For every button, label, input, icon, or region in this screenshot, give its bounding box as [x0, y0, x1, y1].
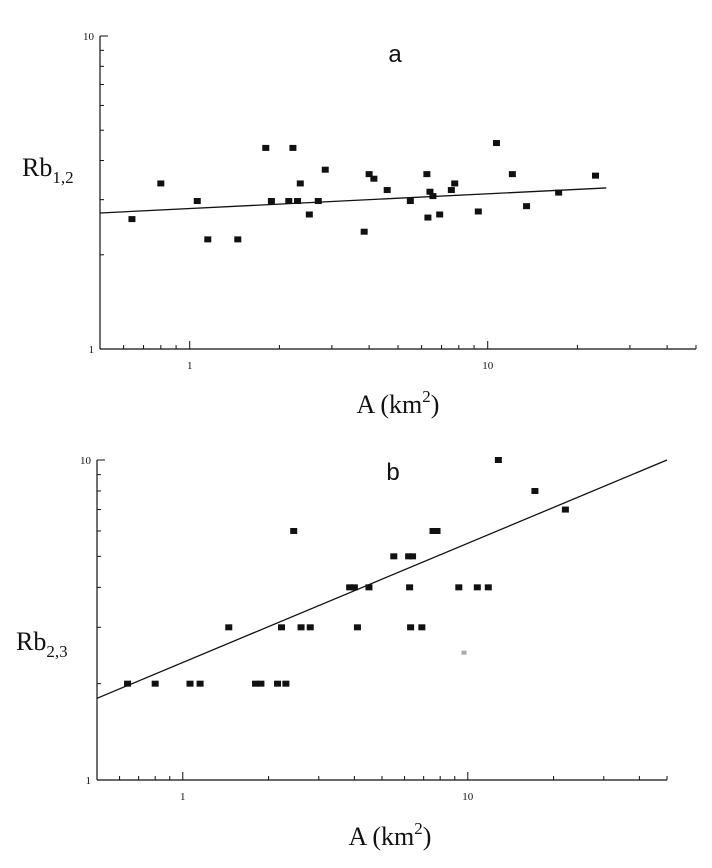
- y-axis-label-a: Rb1,2: [22, 153, 74, 187]
- data-point-b: [274, 680, 282, 687]
- data-point-a: [296, 180, 304, 187]
- data-point-b: [429, 527, 437, 534]
- x-axis-label-b: A (km2): [349, 819, 432, 851]
- data-point-b: [252, 680, 260, 687]
- data-point-a: [285, 198, 293, 205]
- data-point-a: [426, 188, 434, 195]
- y-tick-label-b: 1: [86, 775, 92, 787]
- data-point-a: [157, 180, 165, 187]
- data-point-b: [473, 584, 481, 591]
- x-tick-label-b: 1: [180, 791, 186, 803]
- data-point-a: [370, 175, 378, 182]
- data-point-b: [350, 584, 358, 591]
- data-point-b: [484, 584, 492, 591]
- data-point-a: [262, 144, 270, 151]
- data-point-a: [423, 171, 431, 178]
- data-point-b: [186, 680, 194, 687]
- data-point-b: [531, 488, 539, 495]
- data-point-b: [407, 624, 415, 631]
- data-point-b: [124, 680, 132, 687]
- data-point-a: [193, 198, 201, 205]
- data-point-a: [365, 171, 373, 178]
- data-point-b: [406, 584, 414, 591]
- data-point-b: [365, 584, 373, 591]
- data-point-b: [418, 624, 426, 631]
- data-point-a: [234, 236, 242, 243]
- data-point-a: [305, 211, 313, 218]
- data-point-a: [406, 198, 414, 205]
- data-point-b: [455, 584, 463, 591]
- chart-panel-b: 1 10 1 10 b Rb2,3 A (km2): [16, 455, 668, 851]
- data-point-a: [592, 172, 600, 179]
- data-point-b: [225, 624, 233, 631]
- y-tick-label-a: 10: [83, 31, 95, 43]
- data-point-a: [128, 216, 136, 223]
- data-point-a: [383, 187, 391, 194]
- data-point-a: [204, 236, 212, 243]
- data-point-a: [436, 211, 444, 218]
- data-point-b: [353, 624, 361, 631]
- data-point-a: [294, 198, 302, 205]
- panel-label-a: a: [388, 41, 402, 68]
- data-point-a: [314, 198, 322, 205]
- data-point-a: [424, 214, 432, 221]
- data-point-a: [555, 189, 563, 196]
- data-point-a: [429, 193, 437, 200]
- y-tick-label-a: 1: [89, 344, 95, 356]
- data-point-a: [508, 171, 516, 178]
- data-point-a: [321, 166, 329, 173]
- y-tick-label-b: 10: [80, 455, 92, 467]
- data-point-b: [346, 584, 354, 591]
- data-point-b: [278, 624, 286, 631]
- regression-line-a: [99, 187, 607, 214]
- chart-panel-a: 1 10 1 10 a Rb1,2 A (km2): [22, 31, 697, 419]
- data-point-a: [267, 198, 275, 205]
- data-point-b: [151, 680, 159, 687]
- data-point-a: [523, 203, 531, 210]
- data-point-b: [409, 553, 417, 560]
- data-point-b: [257, 680, 265, 687]
- x-tick-label-b: 10: [462, 791, 474, 803]
- data-point-b: [561, 506, 569, 513]
- data-point-b: [196, 680, 204, 687]
- regression-line-b: [96, 459, 668, 699]
- data-point-a: [447, 187, 455, 194]
- data-point-a: [360, 228, 368, 235]
- data-point-b: [405, 553, 413, 560]
- data-point-b: [290, 527, 298, 534]
- data-point-b: [494, 457, 502, 463]
- panel-label-b: b: [386, 459, 399, 486]
- data-point-a: [451, 180, 459, 187]
- data-point-a: [289, 144, 297, 151]
- data-point-b: [306, 624, 314, 631]
- data-point-a: [474, 208, 482, 215]
- data-point-b: [390, 553, 398, 560]
- data-point-b: [297, 624, 305, 631]
- data-point-b: [433, 527, 441, 534]
- data-point-b: [282, 680, 290, 687]
- data-point-a: [492, 140, 500, 147]
- x-axis-label-a: A (km2): [357, 387, 440, 419]
- faint-data-point-b: [461, 650, 467, 655]
- y-axis-label-b: Rb2,3: [16, 627, 68, 661]
- x-tick-label-a: 10: [482, 360, 494, 372]
- x-tick-label-a: 1: [187, 360, 193, 372]
